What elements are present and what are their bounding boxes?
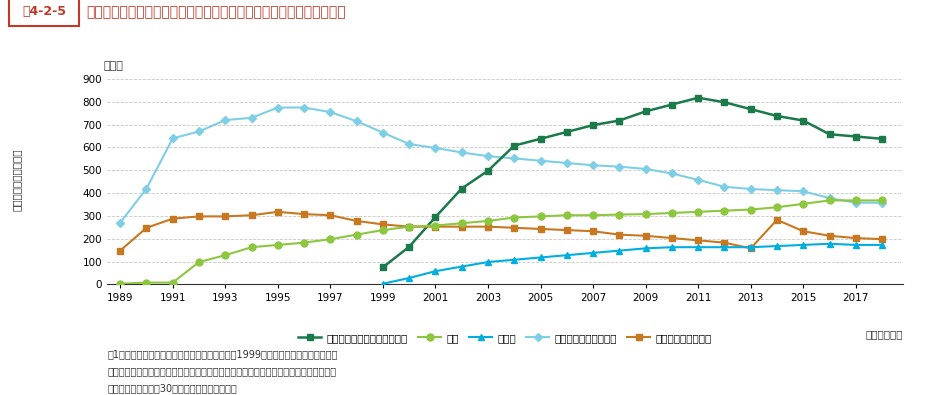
Text: ２：このグラフは環境基準超過井戸本数が比較的多かった項目のみ対象としている。: ２：このグラフは環境基準超過井戸本数が比較的多かった項目のみ対象としている。: [107, 366, 336, 376]
Text: 図4-2-5: 図4-2-5: [22, 6, 66, 18]
Legend: 硝酸性窒素及び亜硝酸性窒素, 砒素, ふっ素, テトラクロロエチレン, トリクロロエチレン: 硝酸性窒素及び亜硝酸性窒素, 砒素, ふっ素, テトラクロロエチレン, トリクロ…: [294, 329, 716, 347]
Text: 注1：硝酸性窒素及び亜硝酸性窒素、ふっ素は、1999年に環境基準に追加された。: 注1：硝酸性窒素及び亜硝酸性窒素、ふっ素は、1999年に環境基準に追加された。: [107, 350, 337, 359]
Text: （本）: （本）: [103, 61, 123, 71]
Text: 環境基準超過井戸本数: 環境基準超過井戸本数: [12, 149, 21, 211]
Text: 地下水の水質汚濁に係る環境基準の超過本数（継続監視調査）の推移: 地下水の水質汚濁に係る環境基準の超過本数（継続監視調査）の推移: [87, 5, 346, 19]
Text: （調査年度）: （調査年度）: [866, 329, 903, 340]
Text: 資料：環境省「平成30年度地下水質測定結果」: 資料：環境省「平成30年度地下水質測定結果」: [107, 383, 236, 393]
